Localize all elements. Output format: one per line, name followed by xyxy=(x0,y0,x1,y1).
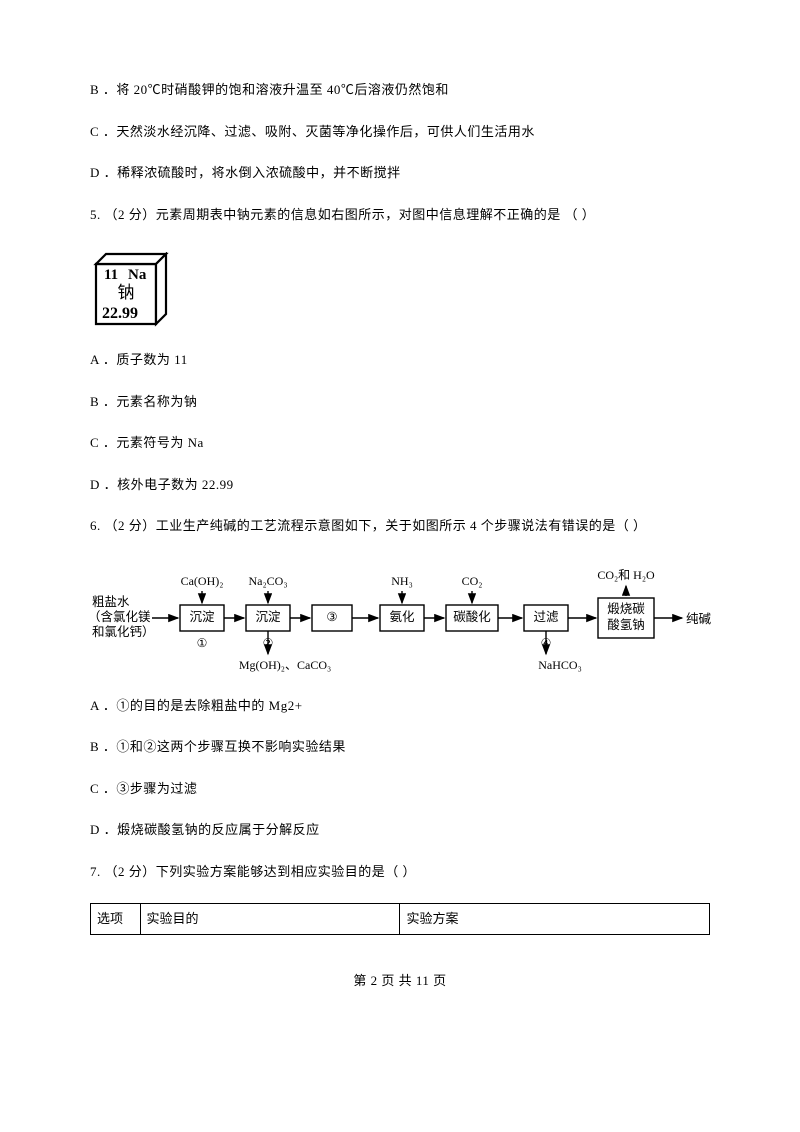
flow-in-co2: CO₂ xyxy=(462,573,483,587)
flow-box-6: 过滤 xyxy=(533,609,559,623)
flow-box-1: 沉淀 xyxy=(189,609,215,623)
q5-stem: 5. （2 分）元素周期表中钠元素的信息如右图所示，对图中信息理解不正确的是 （… xyxy=(90,205,710,225)
flow-in-nh3: NH₃ xyxy=(391,573,413,587)
element-tile: 11 Na 钠 22.99 xyxy=(90,252,176,336)
table-row: 选项 实验目的 实验方案 xyxy=(91,904,710,935)
page: B ．将 20℃时硝酸钾的饱和溶液升温至 40℃后溶液仍然饱和 C ．天然淡水经… xyxy=(0,0,800,1030)
flow-box-7b: 酸氢钠 xyxy=(607,616,645,631)
flow-nahco3: NaHCO₃ xyxy=(538,657,582,671)
q6-option-b: B ．①和②这两个步骤互换不影响实验结果 xyxy=(90,737,710,757)
flow-input-1: 粗盐水 xyxy=(92,594,130,608)
q4-option-b: B ．将 20℃时硝酸钾的饱和溶液升温至 40℃后溶液仍然饱和 xyxy=(90,80,710,100)
flowchart: 粗盐水 （含氯化镁 和氯化钙） 沉淀 Ca(OH)₂ ① 沉淀 Na₂CO₃ ②… xyxy=(90,558,710,678)
q4-option-c: C ．天然淡水经沉降、过滤、吸附、灭菌等净化操作后，可供人们生活用水 xyxy=(90,122,710,142)
flow-box-3: ③ xyxy=(326,609,337,623)
tile-symbol: Na xyxy=(128,267,147,283)
table-header-plan: 实验方案 xyxy=(400,904,710,935)
flow-input-3: 和氯化钙） xyxy=(92,624,155,638)
q5-option-c: C ．元素符号为 Na xyxy=(90,433,710,453)
flow-input-2: （含氯化镁 xyxy=(90,608,151,623)
tile-mass: 22.99 xyxy=(102,305,138,322)
flow-in-na2co3: Na₂CO₃ xyxy=(248,573,287,587)
q7-stem: 7. （2 分）下列实验方案能够达到相应实验目的是（ ） xyxy=(90,862,710,882)
tile-name: 钠 xyxy=(118,283,135,302)
flow-output: 纯碱 xyxy=(686,611,712,625)
q6-option-d: D ．煅烧碳酸氢钠的反应属于分解反应 xyxy=(90,820,710,840)
tile-number: 11 xyxy=(104,267,118,283)
flow-box-5: 碳酸化 xyxy=(453,608,491,623)
flow-label-1: ① xyxy=(197,635,208,649)
flow-out-co2h2o: CO₂和 H₂O xyxy=(597,567,655,581)
q6-option-c: C ．③步骤为过滤 xyxy=(90,779,710,799)
q5-option-a: A ．质子数为 11 xyxy=(90,350,710,370)
experiment-table: 选项 实验目的 实验方案 xyxy=(90,903,710,935)
table-header-option: 选项 xyxy=(91,904,141,935)
table-header-purpose: 实验目的 xyxy=(140,904,400,935)
q4-option-d: D ．稀释浓硫酸时，将水倒入浓硫酸中，并不断搅拌 xyxy=(90,163,710,183)
q5-option-b: B ．元素名称为钠 xyxy=(90,392,710,412)
q6-option-a: A ．①的目的是去除粗盐中的 Mg2+ xyxy=(90,696,710,716)
flow-out-mgca: Mg(OH)₂、CaCO₃ xyxy=(239,657,331,671)
page-footer: 第 2 页 共 11 页 xyxy=(90,971,710,991)
flow-in-caoh2: Ca(OH)₂ xyxy=(181,573,224,587)
q6-stem: 6. （2 分）工业生产纯碱的工艺流程示意图如下，关于如图所示 4 个步骤说法有… xyxy=(90,516,710,536)
flow-box-7a: 煅烧碳 xyxy=(607,600,645,615)
flow-box-2: 沉淀 xyxy=(255,609,281,623)
flow-box-4: 氨化 xyxy=(389,609,415,623)
q5-option-d: D ．核外电子数为 22.99 xyxy=(90,475,710,495)
